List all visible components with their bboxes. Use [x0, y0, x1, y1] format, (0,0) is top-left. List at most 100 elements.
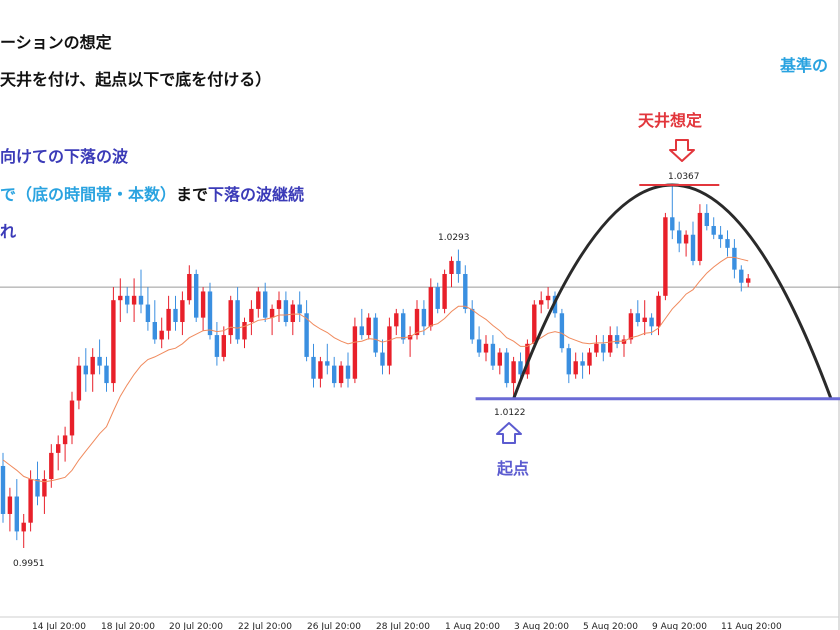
candle-body	[83, 365, 88, 375]
candle-body	[166, 308, 171, 331]
candle-body	[580, 361, 585, 366]
candle-body	[608, 335, 613, 353]
candle-body	[732, 247, 737, 270]
candle-body	[449, 260, 454, 275]
candle-body	[290, 304, 295, 322]
x-tick-label: 1 Aug 20:00	[445, 622, 500, 630]
candle-body	[214, 335, 220, 357]
candle-body	[649, 317, 654, 327]
candle-body	[221, 335, 226, 357]
price-label-origin: 1.0122	[494, 408, 526, 418]
x-tick-label: 5 Aug 20:00	[583, 622, 638, 630]
x-tick-label: 11 Aug 20:00	[721, 622, 782, 630]
candle-body	[601, 343, 606, 353]
candle-body	[483, 343, 489, 353]
candle-body	[125, 295, 130, 305]
candle-body	[401, 313, 406, 340]
candle-body	[332, 365, 337, 384]
candle-body	[21, 522, 26, 532]
bottom-timing-part-1: で（底の時間帯・本数）	[0, 185, 177, 204]
x-tick-label: 9 Aug 20:00	[652, 622, 707, 630]
candle-body	[718, 234, 723, 240]
candle-body	[566, 348, 571, 375]
candle-body	[7, 496, 13, 514]
x-tick-label: 26 Jul 20:00	[307, 622, 361, 630]
flow-text: れ	[0, 222, 17, 241]
candle-body	[366, 317, 371, 336]
candle-body	[56, 444, 61, 453]
candle-body	[435, 287, 440, 309]
candle-body	[276, 300, 282, 309]
candle-body	[504, 352, 509, 384]
candle-body	[76, 365, 82, 401]
downwave-text: 向けての下落の波	[0, 147, 129, 166]
candle-body	[704, 212, 709, 227]
x-tick-label: 28 Jul 20:00	[376, 622, 430, 630]
candle-body	[187, 274, 192, 301]
candle-body	[663, 217, 668, 296]
candle-body	[421, 308, 427, 327]
candle-body	[683, 234, 689, 244]
candle-body	[387, 326, 392, 366]
candle-body	[283, 300, 289, 322]
x-tick-label: 3 Aug 20:00	[514, 622, 569, 630]
x-tick-label: 22 Jul 20:00	[238, 622, 292, 630]
candle-body	[207, 291, 213, 336]
candle-body	[111, 300, 116, 384]
candle-body	[573, 361, 578, 375]
candle-body	[545, 295, 551, 301]
candle-body	[587, 352, 592, 366]
candle-body	[28, 479, 33, 523]
candle-body	[532, 304, 537, 344]
candle-body	[635, 313, 640, 322]
price-label-low: 0.9951	[13, 559, 45, 569]
candle-body	[456, 260, 461, 275]
candle-body	[559, 313, 565, 349]
x-tick-label: 14 Jul 20:00	[32, 622, 86, 630]
price-label-mid-high: 1.0293	[438, 233, 470, 243]
candle-body	[614, 335, 620, 344]
candle-body	[746, 278, 751, 283]
candle-body	[656, 295, 661, 327]
origin-label: 起点	[497, 459, 530, 478]
candle-body	[725, 239, 730, 248]
candle-body	[511, 361, 516, 384]
candle-body	[470, 308, 475, 340]
candle-body	[442, 274, 447, 309]
candle-body	[539, 300, 544, 305]
candle-body	[145, 304, 151, 322]
scenario-title-text: ーションの想定	[0, 33, 112, 52]
candle-body	[97, 356, 102, 366]
candles-group	[0, 185, 751, 548]
candle-body	[690, 234, 696, 261]
candle-body	[338, 365, 344, 384]
candle-body	[476, 339, 482, 353]
baseline-heading-text: 基準の	[780, 56, 829, 75]
candle-body	[180, 300, 185, 322]
candle-body	[42, 479, 47, 497]
candle-body	[228, 300, 233, 336]
candle-body	[242, 321, 247, 340]
candle-body	[463, 274, 468, 309]
candle-body	[594, 343, 599, 353]
candle-body	[670, 217, 675, 231]
candle-body	[173, 308, 178, 322]
ceiling-arrow-icon	[669, 139, 695, 162]
candle-body	[394, 313, 399, 327]
candle-body	[325, 361, 330, 366]
candle-body	[428, 287, 433, 327]
candle-body	[62, 435, 68, 445]
x-tick-label: 20 Jul 20:00	[169, 622, 223, 630]
candle-body	[345, 365, 351, 379]
candle-body	[138, 295, 144, 305]
candle-body	[200, 291, 206, 318]
candle-body	[14, 496, 19, 532]
bottom-timing-text: で（底の時間帯・本数）まで下落の波継続	[0, 181, 304, 205]
candle-body	[90, 356, 95, 375]
candle-body	[256, 291, 261, 309]
candle-body	[263, 291, 268, 318]
candle-body	[359, 326, 364, 336]
price-label-high: 1.0367	[668, 172, 700, 182]
candle-body	[311, 356, 316, 379]
